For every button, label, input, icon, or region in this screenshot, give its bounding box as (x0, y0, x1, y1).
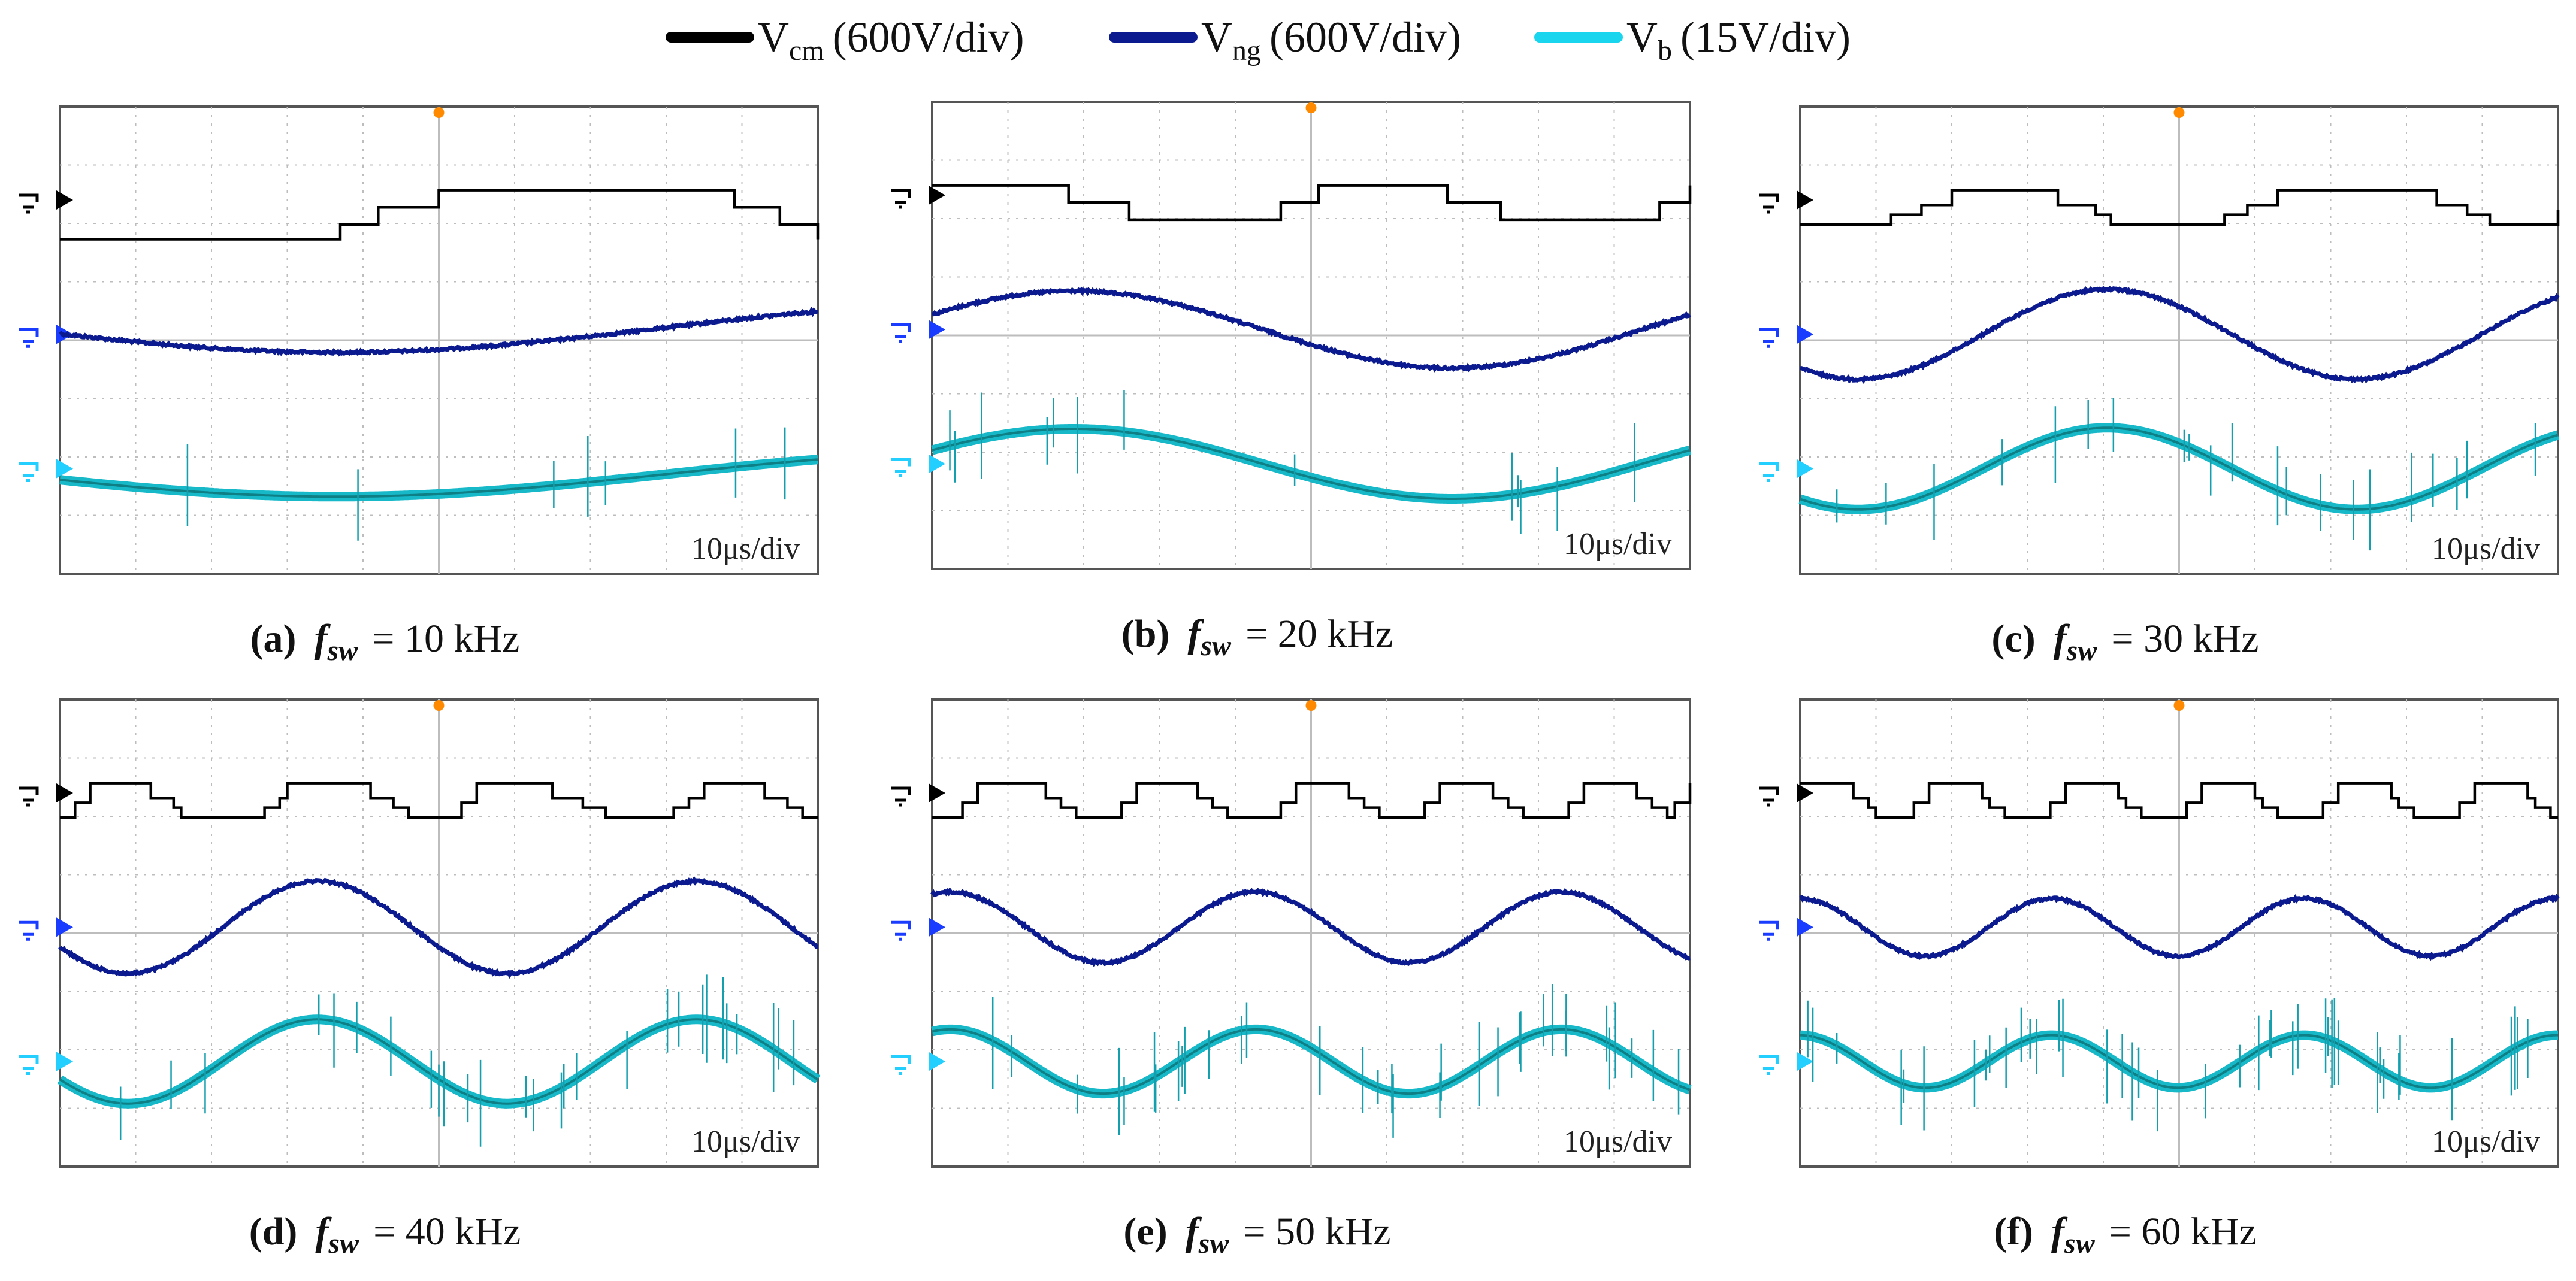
vb-trace-core (932, 1028, 1691, 1095)
vng-ground-marker (1759, 917, 1813, 941)
scope-grid (1800, 699, 2558, 1167)
vng-trace (1799, 894, 2560, 961)
scope-panel-e: 10μs/div (e) fsw = 50 kHz (891, 698, 1694, 1259)
timebase-label: 10μs/div (1564, 1125, 1672, 1159)
legend-label: Vng (600V/div) (1201, 13, 1461, 66)
vng-trace (59, 306, 818, 357)
trigger-marker (2173, 700, 2185, 711)
vcm-trace (60, 189, 820, 241)
scope-grid (1800, 107, 2558, 574)
timebase-label: 10μs/div (1564, 527, 1672, 561)
vng-trace (58, 876, 818, 979)
scope-grid (932, 699, 1690, 1167)
vb-spikes (119, 974, 795, 1147)
vb-ground-marker (19, 459, 73, 482)
trigger-marker (1305, 102, 1317, 113)
vb-trace-core (932, 428, 1691, 500)
panel-caption: (d) fsw = 40 kHz (249, 1210, 521, 1259)
vb-spikes (186, 427, 786, 541)
legend-entry-cm: Vcm (600V/div) (666, 13, 1024, 66)
vb-spikes (949, 390, 1635, 534)
panel-caption: (b) fsw = 20 kHz (1121, 612, 1393, 662)
vb-ground-marker (19, 1052, 73, 1075)
vcm-ground-marker (891, 783, 945, 807)
trigger-marker (2173, 107, 2185, 118)
vb-spikes (1836, 398, 2536, 551)
vcm-trace (932, 184, 1692, 222)
vb-ground-marker (891, 1052, 945, 1075)
vcm-ground-marker (1759, 783, 1813, 807)
scope-panel-d: 10μs/div (d) fsw = 40 kHz (19, 698, 821, 1259)
vng-trace (932, 286, 1692, 373)
vcm-ground-marker (19, 783, 73, 807)
vcm-ground-marker (19, 190, 73, 214)
trigger-marker (1305, 700, 1317, 711)
vb-trace-core (1800, 426, 2559, 511)
vng-ground-marker (891, 917, 945, 941)
legend-entry-ng: Vng (600V/div) (1109, 13, 1461, 66)
timebase-label: 10μs/div (691, 532, 800, 566)
panel-caption: (f) fsw = 60 kHz (1994, 1210, 2257, 1259)
timebase-label: 10μs/div (2432, 1125, 2540, 1159)
legend-label: Vcm (600V/div) (758, 13, 1024, 66)
panel-caption: (c) fsw = 30 kHz (1991, 617, 2258, 667)
vng-trace (930, 887, 1691, 967)
vb-spikes (1807, 997, 2529, 1132)
scope-grid (60, 107, 818, 574)
scope-panel-f: 10μs/div (f) fsw = 60 kHz (1759, 698, 2562, 1259)
scope-grid (932, 102, 1690, 569)
vb-trace-core (1800, 1034, 2558, 1089)
vb-trace-core (59, 458, 818, 498)
vng-ground-marker (19, 917, 73, 941)
vb-ground-marker (891, 454, 945, 477)
vng-ground-marker (1759, 325, 1813, 348)
vcm-trace (1800, 782, 2558, 819)
panels: 10μs/div (a) fsw = 10 kHz 10μs/div (b) fsw = 20… (19, 101, 2562, 1259)
vcm-ground-marker (1759, 190, 1813, 214)
trigger-marker (433, 107, 445, 118)
vng-trace (1800, 286, 2560, 384)
vcm-trace (932, 782, 1692, 819)
timebase-label: 10μs/div (691, 1125, 800, 1159)
vb-spikes (991, 984, 1680, 1138)
vb-ground-marker (1759, 1052, 1813, 1075)
scope-panel-a: 10μs/div (a) fsw = 10 kHz (19, 105, 821, 667)
vcm-trace (1800, 189, 2560, 226)
vcm-trace (60, 782, 818, 819)
legend-label: Vb (15V/div) (1626, 13, 1851, 66)
legend-entry-b: Vb (15V/div) (1534, 13, 1851, 66)
legend: Vcm (600V/div) Vng (600V/div) Vb (15V/div) (666, 13, 1851, 66)
scope-panel-b: 10μs/div (b) fsw = 20 kHz (891, 101, 1694, 662)
panel-caption: (a) fsw = 10 kHz (250, 617, 520, 667)
timebase-label: 10μs/div (2432, 532, 2540, 566)
vng-ground-marker (891, 320, 945, 343)
vb-ground-marker (1759, 459, 1813, 482)
vcm-ground-marker (891, 186, 945, 209)
panel-caption: (e) fsw = 50 kHz (1123, 1210, 1390, 1259)
trigger-marker (433, 700, 445, 711)
scope-panel-c: 10μs/div (c) fsw = 30 kHz (1759, 105, 2562, 667)
